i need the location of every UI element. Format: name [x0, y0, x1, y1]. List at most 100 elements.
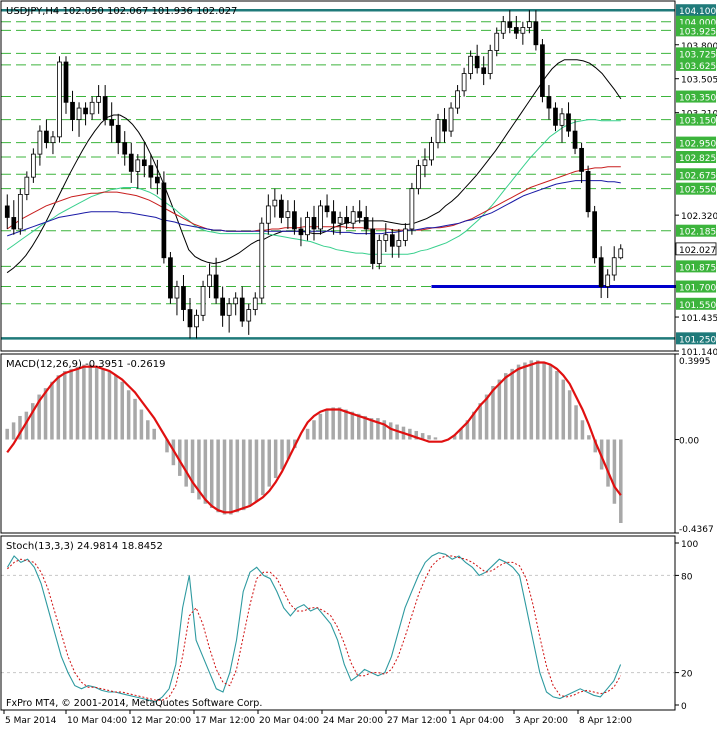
candle-body: [128, 153, 134, 172]
macd-panel[interactable]: MACD(12,26,9) -0.3951 -0.2619 0.3995 0.00…: [0, 353, 714, 535]
candle-body: [200, 286, 206, 316]
candle-body: [416, 165, 421, 190]
candle-body: [350, 211, 356, 224]
price-tick-label: 102.320: [681, 212, 717, 222]
level-label-bg: [676, 224, 716, 237]
stoch-tick-label: 0: [681, 702, 687, 712]
candle-body: [194, 314, 199, 328]
candle-body: [76, 107, 82, 120]
candle-body: [507, 21, 513, 28]
time-tick-label: 12 Mar 20:00: [131, 716, 191, 726]
time-tick-label: 10 Mar 04:00: [67, 716, 127, 726]
candle-body: [17, 194, 23, 230]
time-tick-label: 1 Apr 04:00: [451, 716, 504, 726]
candle-body: [396, 240, 402, 247]
level-label: 104.100: [679, 7, 716, 17]
candle-body: [226, 303, 232, 316]
stochastic-panel[interactable]: Stoch(13,3,3) 24.9814 18.8452 FxPro MT4,…: [0, 535, 698, 712]
candle-body: [96, 96, 101, 103]
candle-body: [461, 73, 467, 92]
candle-body: [220, 297, 225, 316]
candle-body: [370, 228, 376, 264]
candle-body: [559, 113, 565, 126]
level-label: 104.000: [679, 19, 716, 29]
candle-body: [305, 217, 310, 236]
candle-body: [579, 147, 584, 172]
time-tick-label: 20 Mar 04:00: [259, 716, 319, 726]
current-price-label: 102.027: [679, 246, 716, 256]
time-tick-label: 27 Mar 12:00: [387, 716, 447, 726]
candle-body: [403, 228, 408, 241]
price-tick-label: 101.140: [681, 348, 717, 358]
level-label: 103.725: [679, 50, 716, 60]
candle-body: [252, 297, 258, 310]
level-label: 101.250: [679, 335, 716, 345]
level-label: 102.950: [679, 140, 716, 150]
main-header: USDJPY,H4 102.050 102.067 101.936 102.02…: [6, 6, 237, 17]
candle-body: [83, 107, 88, 115]
level-label: 103.625: [679, 62, 716, 72]
candle-body: [448, 107, 454, 132]
level-label-bg: [676, 90, 716, 103]
candle-body: [455, 90, 460, 109]
time-tick-label: 3 Apr 20:00: [515, 716, 568, 726]
candle-body: [115, 124, 121, 144]
candle-body: [481, 67, 487, 74]
candle-body: [383, 234, 389, 241]
stoch-main-line: [6, 552, 622, 703]
candle-body: [376, 240, 382, 264]
copyright-text: FxPro MT4, © 2001-2014, MetaQuotes Softw…: [6, 698, 262, 709]
macd-signal-line: [6, 361, 622, 514]
candle-body: [566, 113, 571, 132]
time-tick-label: 24 Mar 20:00: [323, 716, 383, 726]
candle-body: [520, 27, 526, 34]
level-label-bg: [676, 47, 716, 60]
stoch-tick-label: 80: [681, 572, 693, 582]
macd-tick-label: 0.3995: [679, 357, 711, 367]
candle-body: [611, 257, 617, 276]
candle-body: [102, 96, 108, 120]
candle-body: [598, 257, 604, 287]
candle-body: [572, 130, 578, 149]
candle-body: [161, 182, 167, 259]
candle-body: [533, 21, 539, 46]
candle-body: [207, 274, 212, 287]
candle-body: [324, 205, 330, 213]
level-label: 102.825: [679, 154, 716, 164]
level-label-bg: [676, 280, 716, 293]
candle-body: [168, 257, 173, 299]
level-label-bg: [676, 136, 716, 149]
stoch-tick-label: 100: [681, 540, 698, 550]
candle-body: [429, 142, 434, 161]
candle-body: [318, 205, 323, 230]
level-label: 101.875: [679, 263, 716, 273]
candle-body: [363, 217, 369, 230]
candle-body: [585, 170, 591, 213]
stoch-signal-line: [7, 555, 622, 701]
candle-body: [233, 297, 239, 305]
level-label: 101.550: [679, 301, 716, 311]
level-label-bg: [676, 151, 716, 164]
stoch-tick-label: 20: [681, 670, 693, 680]
time-tick-label: 8 Apr 12:00: [579, 716, 632, 726]
candle-body: [122, 142, 128, 155]
level-label-bg: [676, 297, 716, 310]
candle-body: [442, 119, 447, 132]
level-label: 103.150: [679, 117, 716, 127]
price-tick-label: 103.800: [681, 42, 717, 52]
candle-body: [109, 119, 115, 126]
candle-body: [57, 61, 62, 138]
level-label-bg: [676, 113, 716, 126]
level-label-bg: [676, 182, 716, 195]
time-tick-label: 5 Mar 2014: [5, 716, 57, 726]
candle-body: [298, 228, 304, 236]
time-tick-label: 17 Mar 12:00: [195, 716, 255, 726]
level-label-bg: [676, 24, 716, 37]
price-panel[interactable]: USDJPY,H4 102.050 102.067 101.936 102.02…: [0, 0, 717, 358]
candle-body: [618, 248, 624, 259]
candle-body: [540, 44, 545, 97]
candle-body: [331, 211, 336, 224]
key-level-label-bg: [676, 332, 716, 345]
